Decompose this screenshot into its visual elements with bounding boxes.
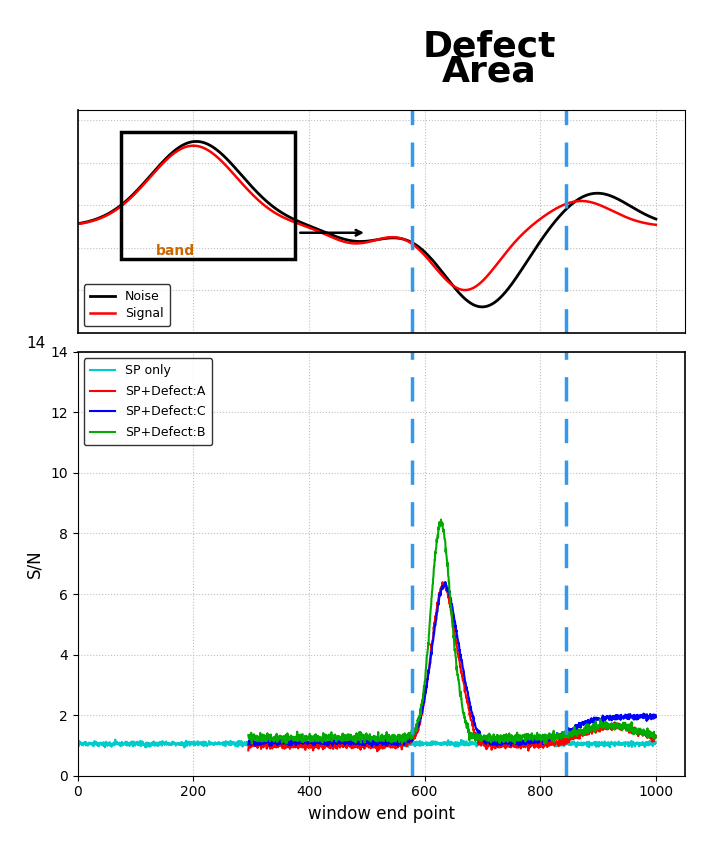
Noise <box>536 237 544 247</box>
SP only <box>635 739 644 749</box>
SP+Defect:A <box>340 739 348 749</box>
SP+Defect:C <box>529 738 537 749</box>
Legend: SP only, SP+Defect:A, SP+Defect:C, SP+Defect:B: SP only, SP+Defect:A, SP+Defect:C, SP+De… <box>84 358 212 445</box>
Noise <box>478 302 486 312</box>
SP only <box>355 738 364 749</box>
SP+Defect:B <box>635 728 643 738</box>
Signal <box>536 214 544 224</box>
Y-axis label: S/N: S/N <box>25 550 43 578</box>
SP only <box>320 743 328 753</box>
Signal <box>133 187 141 197</box>
Noise <box>133 185 141 196</box>
SP+Defect:B <box>529 733 537 744</box>
SP+Defect:A <box>529 736 537 746</box>
SP only <box>340 738 348 748</box>
Noise <box>471 300 479 310</box>
SP+Defect:C <box>340 738 348 748</box>
Line: Noise: Noise <box>78 142 656 307</box>
SP+Defect:A <box>635 728 643 738</box>
Signal <box>329 233 337 243</box>
SP+Defect:A <box>354 740 363 750</box>
SP only <box>635 741 644 751</box>
Text: Defect: Defect <box>422 30 556 63</box>
Noise <box>73 218 82 228</box>
SP only <box>103 738 112 749</box>
Line: Signal: Signal <box>78 146 656 290</box>
Noise <box>329 230 337 240</box>
SP+Defect:A <box>652 731 660 741</box>
Noise <box>308 222 316 232</box>
SP+Defect:C <box>635 712 643 722</box>
Signal <box>525 223 534 233</box>
Signal <box>472 282 480 292</box>
Text: band: band <box>156 244 195 258</box>
SP+Defect:A <box>635 725 643 735</box>
Signal <box>652 220 660 230</box>
SP+Defect:B <box>354 734 363 744</box>
SP only <box>530 737 538 747</box>
SP+Defect:B <box>340 734 348 744</box>
SP only <box>73 739 82 749</box>
Line: SP+Defect:A: SP+Defect:A <box>249 582 656 751</box>
Signal <box>308 223 316 234</box>
Text: 14: 14 <box>27 336 46 352</box>
Signal <box>73 219 82 229</box>
SP+Defect:B <box>635 727 643 737</box>
Noise <box>652 214 660 224</box>
Noise <box>192 137 201 147</box>
Line: SP only: SP only <box>78 739 656 748</box>
Text: Area: Area <box>442 55 537 89</box>
Signal <box>460 285 469 295</box>
Legend: Noise, Signal: Noise, Signal <box>84 284 170 326</box>
SP only <box>652 738 660 748</box>
SP+Defect:B <box>652 733 660 743</box>
Line: SP+Defect:B: SP+Defect:B <box>249 519 656 744</box>
SP+Defect:C <box>354 735 363 745</box>
SP+Defect:C <box>652 712 660 722</box>
Line: SP+Defect:C: SP+Defect:C <box>249 583 656 746</box>
X-axis label: window end point: window end point <box>308 805 455 823</box>
Noise <box>525 252 534 262</box>
Signal <box>189 141 198 151</box>
SP+Defect:C <box>635 713 643 723</box>
SP only <box>111 734 119 744</box>
Bar <box>121 132 294 260</box>
